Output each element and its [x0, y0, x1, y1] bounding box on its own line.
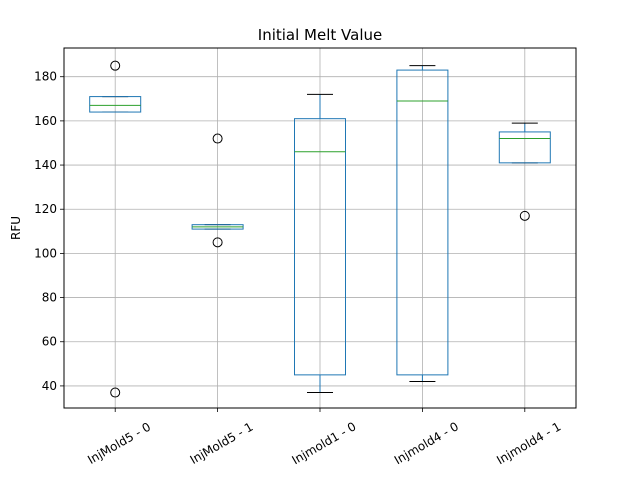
outlier-point — [110, 60, 121, 71]
box-group — [89, 60, 142, 398]
grid-layer — [64, 48, 576, 408]
iqr-box — [294, 118, 346, 376]
outlier-point — [212, 133, 223, 144]
y-tick-label: 80 — [42, 291, 57, 305]
marks-layer — [89, 60, 551, 398]
iqr-box — [498, 131, 551, 164]
y-tick-label: 140 — [34, 158, 57, 172]
outlier-point — [519, 210, 530, 221]
y-tick-label: 160 — [34, 114, 57, 128]
chart-title: Initial Melt Value — [258, 26, 382, 44]
y-axis-label: RFU — [9, 216, 23, 240]
box-group — [498, 122, 551, 221]
outlier-point — [110, 387, 121, 398]
y-tick-label: 40 — [42, 379, 57, 393]
box-group — [294, 93, 346, 394]
iqr-box — [396, 69, 449, 376]
box-group — [191, 133, 244, 248]
y-tick-label: 120 — [34, 202, 57, 216]
iqr-box — [89, 96, 142, 113]
y-tick-label: 180 — [34, 70, 57, 84]
outlier-point — [212, 237, 223, 248]
box-group — [396, 65, 449, 382]
y-tick-label: 100 — [34, 246, 57, 260]
y-tick-label: 60 — [42, 335, 57, 349]
